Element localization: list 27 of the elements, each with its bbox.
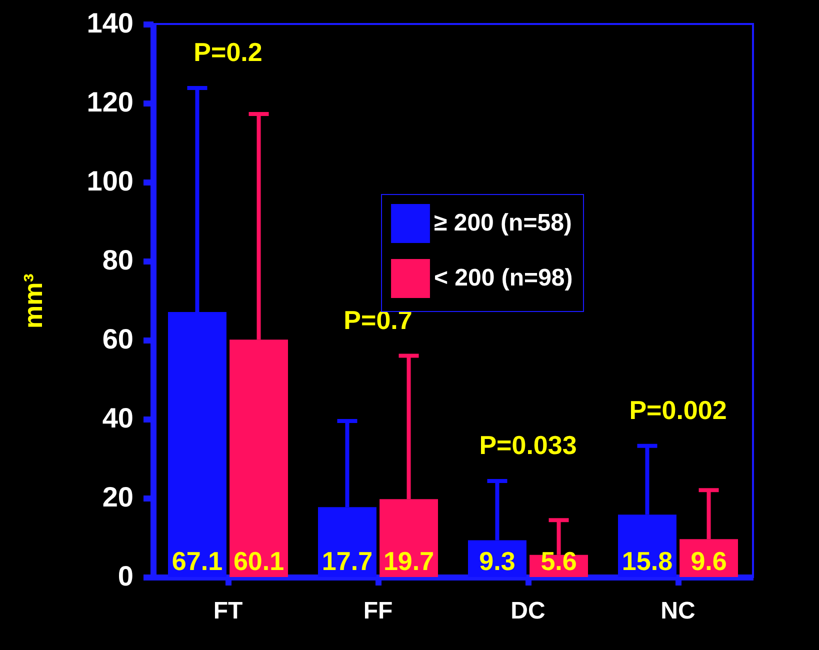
y-tick-label: 100 xyxy=(86,166,134,196)
x-tick-label: FF xyxy=(363,598,393,624)
y-tick-label: 120 xyxy=(86,86,134,118)
legend-label: ≥ 200 (n=58) xyxy=(434,210,572,236)
data-label: 9.6 xyxy=(690,546,727,576)
legend-label: < 200 (n=98) xyxy=(434,264,573,292)
y-tick-label: 80 xyxy=(102,244,134,276)
data-label: 15.8 xyxy=(622,546,673,576)
x-tick-label: FT xyxy=(213,598,243,624)
x-tick-label: DC xyxy=(510,598,546,624)
data-label: 17.7 xyxy=(322,546,373,576)
data-label: 9.3 xyxy=(479,546,516,576)
annotation: P=0.2 xyxy=(194,36,262,67)
annotation: P=0.7 xyxy=(344,304,412,335)
x-tick-label: NC xyxy=(660,598,696,624)
annotation: P=0.033 xyxy=(479,430,577,460)
y-tick-label: 40 xyxy=(102,402,134,434)
data-label: 60.1 xyxy=(233,546,284,576)
y-tick-label: 140 xyxy=(86,8,134,38)
data-label: 5.6 xyxy=(540,546,577,576)
annotation: P=0.002 xyxy=(629,394,727,425)
data-label: 67.1 xyxy=(172,546,223,576)
data-label: 19.7 xyxy=(383,546,434,576)
y-tick-label: 20 xyxy=(102,482,134,512)
y-tick-label: 60 xyxy=(102,324,134,354)
y-axis-title: mm³ xyxy=(18,273,48,328)
y-tick-label: 0 xyxy=(118,560,134,592)
